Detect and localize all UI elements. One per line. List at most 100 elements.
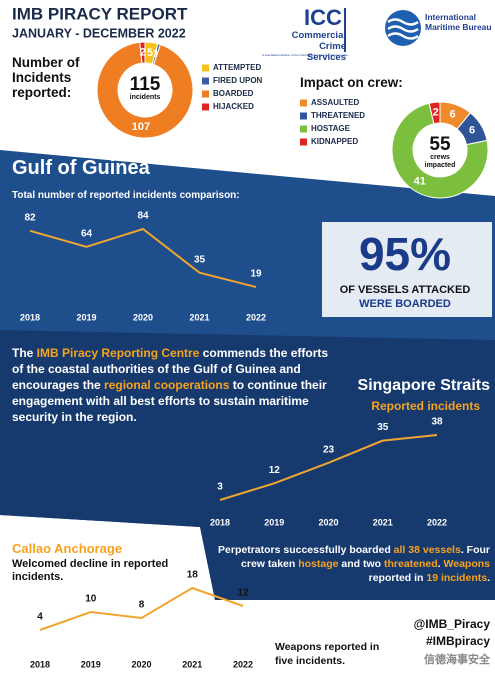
value-label: 2 (140, 46, 146, 58)
legend-label: ASSAULTED (311, 98, 360, 107)
legend-swatch (202, 103, 209, 111)
x-tick-label: 2020 (131, 659, 151, 669)
imb-waves (387, 18, 419, 40)
legend-swatch (202, 90, 209, 98)
chart-title: Number of Incidents reported: (12, 55, 80, 100)
x-tick-label: 2021 (373, 517, 393, 527)
text-segment: 19 incidents (426, 572, 488, 584)
legend-label: THREATENED (311, 111, 365, 120)
value-label: 19 (250, 269, 262, 280)
donut-segment (428, 101, 441, 125)
text-segment: and two (338, 558, 384, 570)
donut-total: 115 (130, 74, 161, 95)
value-label: 12 (237, 588, 249, 599)
hashtag: #IMBpiracy (426, 634, 490, 648)
stat-value: 95% (359, 228, 451, 280)
text-segment: . (487, 572, 490, 584)
legend-label: KIDNAPPED (311, 137, 358, 146)
legend-swatch (300, 125, 307, 133)
x-tick-label: 2019 (81, 659, 101, 669)
legend-swatch (300, 99, 307, 107)
legend-label: HIJACKED (213, 102, 254, 111)
text-segment: Weapons (443, 558, 490, 570)
stat-line: WERE BOARDED (359, 298, 451, 310)
x-tick-label: 2021 (189, 312, 209, 322)
icc-logo: ICC (304, 5, 342, 30)
value-label: 82 (24, 212, 36, 223)
value-label: 10 (85, 594, 97, 605)
gulf-text: The IMB Piracy Reporting Centre commends… (12, 345, 342, 425)
legend-swatch (202, 64, 209, 72)
x-tick-label: 2018 (30, 659, 50, 669)
value-label: 6 (469, 125, 475, 137)
legend-swatch (300, 112, 307, 120)
value-label: 3 (217, 482, 223, 493)
x-tick-label: 2019 (264, 517, 284, 527)
donut-segment (96, 41, 194, 139)
icc-tagline: A specialised division of the Internatio… (261, 53, 348, 57)
text-segment: The (12, 346, 37, 360)
chart-title: Gulf of Guinea (12, 157, 150, 179)
title: IMB PIRACY REPORT (12, 4, 188, 23)
x-tick-label: 2018 (210, 517, 230, 527)
value-label: 64 (81, 228, 93, 239)
chart-title: Callao Anchorage (12, 541, 123, 556)
value-label: 18 (187, 570, 199, 581)
line (39, 586, 244, 631)
stat-panel (322, 222, 492, 317)
line (29, 227, 257, 288)
donut-segment (391, 102, 489, 199)
value-label: 5 (147, 47, 153, 59)
callao-note: Weapons reported in five incidents. (275, 641, 380, 667)
value-label: 84 (137, 211, 149, 222)
navy-band (0, 330, 495, 600)
text-segment: reported in (368, 572, 427, 584)
value-label: 4 (37, 612, 43, 623)
text-segment: regional cooperations (104, 378, 230, 392)
legend-label: FIRED UPON (213, 76, 263, 85)
value-label: 41 (414, 175, 426, 187)
donut-total-label: incidents (129, 94, 161, 101)
singapore-text: Perpetrators successfully boarded all 38… (215, 543, 490, 585)
watermark: 信德海事安全 (424, 652, 491, 666)
text-segment: commends the efforts of the coastal auth… (12, 346, 329, 392)
line (219, 434, 438, 501)
text-segment: . (437, 558, 444, 570)
imb-name: International Maritime Bureau (425, 12, 492, 32)
value-label: 2 (433, 107, 439, 119)
chart-subtitle: Reported incidents (371, 399, 480, 413)
legend-label: BOARDED (213, 89, 254, 98)
value-label: 35 (377, 422, 389, 433)
chart-title: Impact on crew: (300, 75, 403, 90)
value-label: 1 (153, 48, 159, 60)
text-segment: hostage (298, 558, 339, 570)
value-label: 12 (269, 465, 281, 476)
x-tick-label: 2019 (76, 312, 96, 322)
legend-label: HOSTAGE (311, 124, 351, 133)
chart-title: Singapore Straits (357, 377, 490, 394)
value-label: 6 (450, 109, 456, 121)
text-segment: to continue their engagement with all be… (12, 378, 327, 424)
x-tick-label: 2022 (427, 517, 447, 527)
value-label: 23 (323, 444, 335, 455)
donut-segment (139, 41, 146, 64)
value-label: 8 (139, 600, 145, 611)
text-segment: Perpetrators successfully boarded (218, 544, 394, 556)
x-tick-label: 2018 (20, 312, 40, 322)
chart-subtitle: Welcomed decline in reported incidents. (12, 558, 169, 583)
text-segment: threatened (383, 558, 438, 570)
handle: @IMB_Piracy (414, 617, 491, 631)
x-tick-label: 2022 (233, 659, 253, 669)
x-tick-label: 2022 (246, 312, 266, 322)
legend-swatch (202, 77, 209, 85)
legend-swatch (300, 138, 307, 146)
stat-line: OF VESSELS ATTACKED (340, 284, 471, 296)
x-tick-label: 2021 (182, 659, 202, 669)
text-segment: IMB Piracy Reporting Centre (36, 346, 200, 360)
value-label: 107 (132, 121, 150, 133)
donut-total: 55 (429, 134, 451, 155)
chart-subtitle: Total number of reported incidents compa… (12, 190, 240, 201)
text-segment: all 38 vessels (393, 544, 461, 556)
value-label: 35 (194, 254, 206, 265)
